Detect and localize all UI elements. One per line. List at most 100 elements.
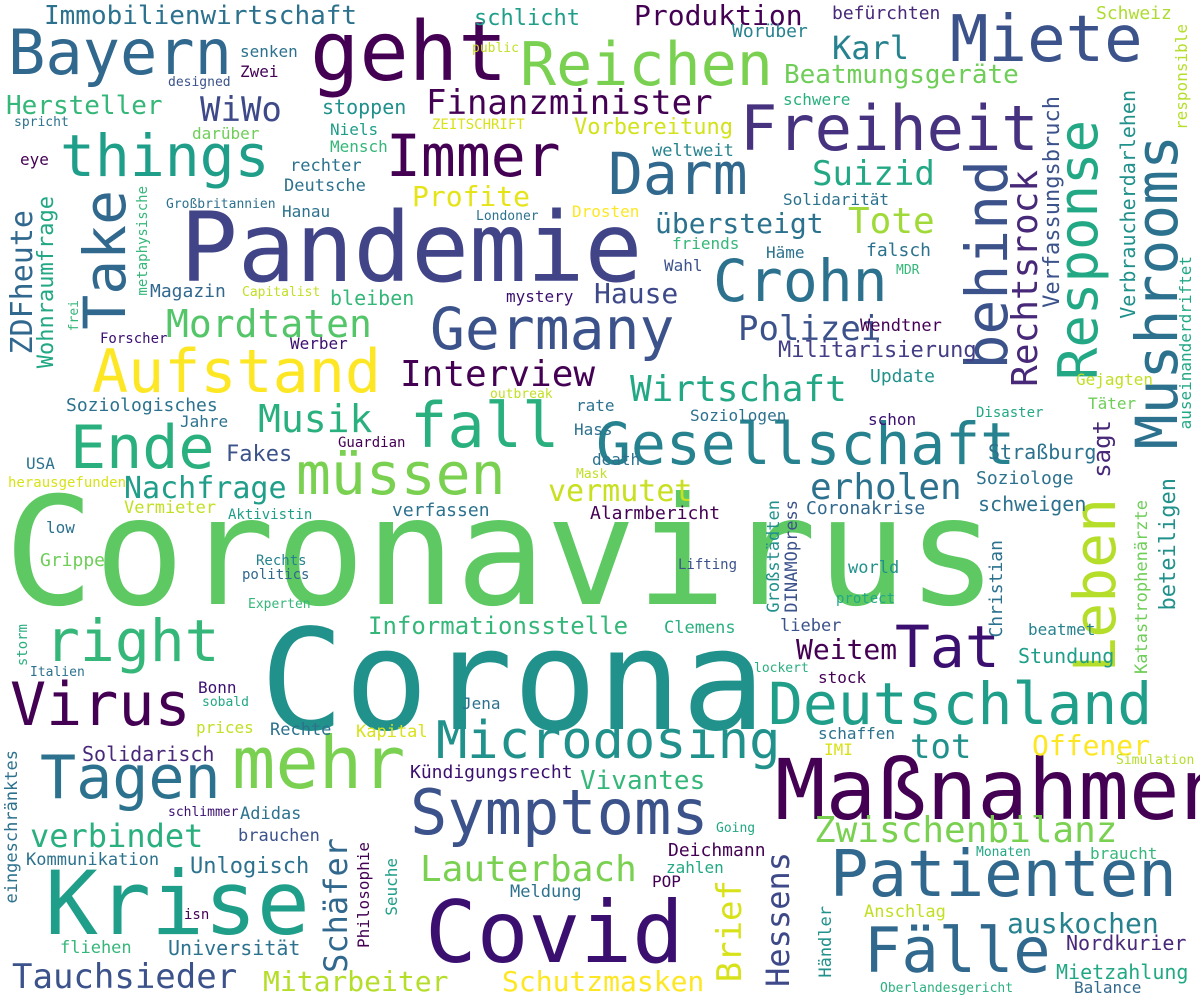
word-rechter: rechter xyxy=(290,156,362,176)
word-lieber: lieber xyxy=(780,616,842,636)
word-take: Take xyxy=(71,190,139,330)
word-grossstaedten: Großstädten xyxy=(764,500,784,613)
word-vorbereitung: Vorbereitung xyxy=(574,115,733,140)
word-massnahmen: Maßnahmen xyxy=(775,741,1200,839)
word-strassburg: Straßburg xyxy=(988,440,1097,464)
word-zahlen: zahlen xyxy=(666,858,724,877)
word-kapital: Kapital xyxy=(356,722,428,742)
word-bonn: Bonn xyxy=(198,678,237,697)
word-mensch: Mensch xyxy=(330,137,388,156)
word-wahl: Wahl xyxy=(664,256,703,275)
word-jena: Jena xyxy=(462,694,501,713)
word-schwere: schwere xyxy=(783,90,851,109)
word-senken: senken xyxy=(240,42,298,61)
word-rate: rate xyxy=(576,396,615,415)
word-vermutet: vermutet xyxy=(548,474,693,509)
word-protect: protect xyxy=(836,591,896,607)
word-niels: Niels xyxy=(330,120,379,139)
word-storm: storm xyxy=(15,624,31,667)
word-suizid: Suizid xyxy=(812,154,935,194)
word-weitem: Weitem xyxy=(796,633,898,666)
word-lifting: Lifting xyxy=(678,557,738,573)
word-rechts: Rechts xyxy=(256,553,307,569)
word-gejagten: Gejagten xyxy=(1076,370,1154,389)
word-militarisierung: Militarisierung xyxy=(778,338,977,363)
word-zwischenbilanz: Zwischenbilanz xyxy=(814,810,1118,851)
word-spricht: spricht xyxy=(14,115,69,130)
word-low: low xyxy=(46,518,75,537)
word-stoppen: stoppen xyxy=(322,95,407,119)
word-anschlag: Anschlag xyxy=(864,902,946,922)
word-soziologe: Soziologe xyxy=(976,468,1074,489)
word-tote: Tote xyxy=(848,201,935,242)
word-things: things xyxy=(60,122,270,190)
word-bleiben: bleiben xyxy=(330,286,415,310)
word-freiheit: Freiheit xyxy=(740,92,1039,165)
word-designed: designed xyxy=(168,75,231,90)
word-germany: Germany xyxy=(430,295,675,363)
word-befuerchten: befürchten xyxy=(832,3,941,24)
word-clemens: Clemens xyxy=(664,618,736,638)
word-braucht: braucht xyxy=(1090,844,1158,863)
word-schutzmasken: Schutzmasken xyxy=(502,965,705,998)
word-isn: isn xyxy=(184,907,210,923)
word-mask: Mask xyxy=(576,467,608,482)
word-muessen: müssen xyxy=(296,440,506,508)
word-aufstand: Aufstand xyxy=(92,337,381,407)
word-stock: stock xyxy=(818,668,867,687)
word-corona: Corona xyxy=(260,600,766,763)
word-londoner: Londoner xyxy=(476,209,539,224)
word-schaffen: schaffen xyxy=(818,724,896,743)
word-responsible: responsible xyxy=(1172,24,1191,130)
word-soziologen: Soziologen xyxy=(690,406,787,425)
word-tot: tot xyxy=(910,727,972,767)
word-meldung: Meldung xyxy=(510,882,582,902)
word-fakes: Fakes xyxy=(226,442,293,467)
word-politics: politics xyxy=(242,567,310,583)
word-dinamopress: DINAMOpress xyxy=(782,500,802,613)
word-alarmbericht: Alarmbericht xyxy=(590,503,721,524)
word-miete: Miete xyxy=(950,3,1143,77)
word-eye: eye xyxy=(20,150,49,169)
word-fliehen: fliehen xyxy=(60,938,132,958)
word-darm: Darm xyxy=(608,140,748,208)
word-lockert: lockert xyxy=(754,661,809,676)
word-wiwo: WiWo xyxy=(200,90,282,130)
word-kommunikation: Kommunikation xyxy=(26,850,160,870)
word-tauchsieder: Tauchsieder xyxy=(12,957,238,997)
word-magazin: Magazin xyxy=(150,281,226,302)
word-pandemie: Pandemie xyxy=(180,192,643,304)
word-italien: Italien xyxy=(30,665,85,680)
word-informationsstelle: Informationsstelle xyxy=(368,612,629,640)
word-rechtsrock: Rechtsrock xyxy=(1005,170,1046,387)
word-covid: Covid xyxy=(425,883,684,983)
word-mietzahlung: Mietzahlung xyxy=(1056,960,1189,984)
word-taeter: Täter xyxy=(1088,394,1137,413)
word-frei: frei xyxy=(67,300,82,332)
word-rechte: Rechte xyxy=(270,720,332,740)
word-symptoms: Symptoms xyxy=(410,776,709,849)
word-weltweit: weltweit xyxy=(652,141,734,161)
word-immer: Immer xyxy=(386,122,561,190)
word-tagen: Tagen xyxy=(40,743,221,813)
word-guardian: Guardian xyxy=(338,435,406,451)
word-vivantes: Vivantes xyxy=(580,766,706,796)
word-virus: Virus xyxy=(10,670,191,740)
word-grippe: Grippe xyxy=(40,550,106,571)
word-reichen: Reichen xyxy=(520,30,773,100)
word-immobilienwirtschaft: Immobilienwirtschaft xyxy=(44,1,358,31)
word-werber: Werber xyxy=(290,334,348,353)
word-geht: geht xyxy=(310,5,508,100)
word-hersteller: Hersteller xyxy=(6,91,163,121)
word-disaster: Disaster xyxy=(976,405,1044,421)
word-finanzminister: Finanzminister xyxy=(426,83,713,123)
word-metaphysische: metaphysische xyxy=(135,186,151,296)
word-polizei: Polizei xyxy=(738,309,882,349)
word-hessens: Hessens xyxy=(759,852,797,987)
word-update: Update xyxy=(870,366,936,387)
word-ende: Ende xyxy=(70,413,215,483)
word-lauterbach: Lauterbach xyxy=(420,849,637,890)
word-death: death xyxy=(592,450,641,469)
word-simulation: Simulation xyxy=(1116,753,1195,768)
